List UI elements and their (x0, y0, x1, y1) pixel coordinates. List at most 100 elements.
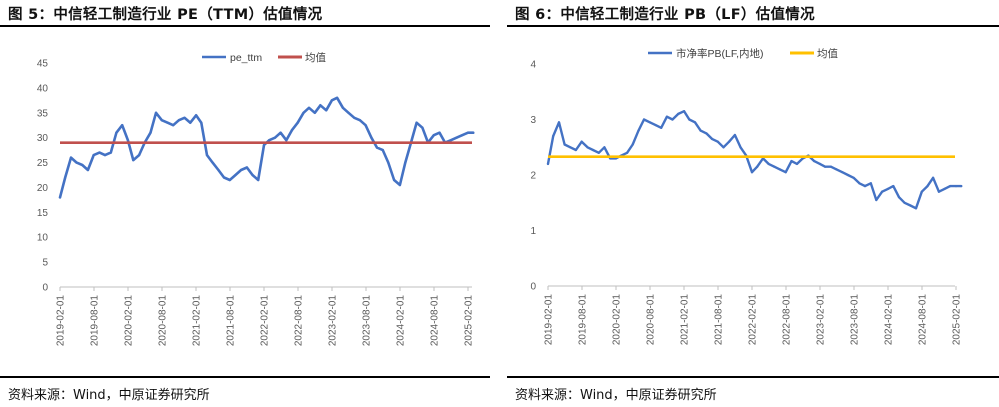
data-point (375, 146, 379, 149)
y-tick-label: 10 (37, 233, 49, 244)
data-point (597, 151, 600, 154)
data-point (557, 121, 561, 124)
data-point (307, 106, 311, 109)
data-point (313, 111, 316, 114)
data-point (330, 99, 333, 102)
data-point (897, 196, 901, 199)
data-point (404, 161, 407, 164)
data-point (381, 149, 384, 152)
data-point (466, 131, 470, 134)
data-point (115, 131, 118, 134)
data-point (688, 118, 691, 121)
data-point (722, 146, 725, 149)
data-point (217, 168, 220, 172)
data-point (665, 115, 668, 118)
x-tick-label: 2024-08-01 (918, 294, 929, 346)
data-point (154, 111, 158, 114)
data-point (205, 154, 209, 157)
y-tick-label: 0 (530, 282, 536, 293)
y-tick-label: 35 (37, 108, 49, 119)
data-point (160, 119, 163, 122)
pe-chart-title: 图 5：中信轻工制造行业 PE（TTM）估值情况 (8, 7, 323, 23)
data-point (273, 136, 277, 139)
data-point (438, 131, 441, 134)
x-tick-label: 2025-02-01 (464, 295, 475, 347)
data-point (279, 131, 282, 134)
pb-chart-panel: 图 6：中信轻工制造行业 PB（LF）估值情况 0 1 2 3 4 2019-02-01 2… (507, 0, 999, 407)
data-point (222, 176, 226, 179)
data-point (296, 121, 299, 124)
source-note: 资料来源：Wind，中原证券研究所 (515, 388, 717, 403)
pb-chart-title: 图 6：中信轻工制造行业 PB（LF）估值情况 (515, 7, 815, 23)
data-point (455, 136, 458, 139)
x-tick-label: 2025-02-01 (952, 294, 963, 346)
data-point (580, 140, 583, 143)
data-point (654, 124, 657, 127)
data-point (302, 111, 305, 114)
y-tick-label: 1 (530, 226, 536, 237)
y-tick-label: 15 (37, 208, 49, 219)
data-point (290, 129, 293, 132)
data-point (183, 116, 186, 119)
data-point (472, 131, 475, 134)
data-point (869, 182, 872, 185)
data-point (846, 173, 849, 177)
y-tick-label: 25 (37, 158, 49, 169)
data-point (234, 173, 237, 177)
x-tick-label: 2019-02-01 (56, 295, 67, 347)
y-tick-label: 4 (530, 60, 536, 71)
data-point (449, 139, 452, 142)
data-point (954, 185, 958, 188)
title-rule (0, 25, 490, 27)
data-point (949, 185, 952, 188)
data-point (109, 151, 112, 154)
data-point (121, 124, 124, 127)
data-point (189, 121, 192, 124)
data-point (660, 126, 663, 129)
data-point (733, 133, 736, 137)
pb-chart: 0 1 2 3 4 2019-02-01 2019-08-01 2020-02-01 2020-… (530, 47, 963, 346)
data-point (103, 154, 107, 157)
data-point (790, 160, 793, 163)
y-tick-label: 45 (37, 59, 49, 70)
data-point (98, 151, 101, 154)
data-point (710, 137, 714, 140)
data-point (886, 187, 889, 190)
data-point (937, 190, 940, 193)
data-point (642, 118, 646, 121)
data-point (257, 178, 260, 182)
data-point (285, 139, 288, 142)
data-point (569, 146, 572, 149)
x-tick-label: 2021-02-01 (192, 295, 203, 347)
x-tick-label: 2021-02-01 (680, 294, 691, 346)
y-tick-label: 40 (37, 83, 49, 94)
data-point (637, 129, 640, 132)
title-rule (507, 25, 999, 27)
data-point (767, 162, 770, 165)
data-point (784, 171, 787, 174)
data-point (835, 168, 838, 171)
x-tick-label: 2023-02-01 (328, 295, 339, 347)
data-point (574, 148, 577, 152)
y-tick-label: 2 (530, 171, 536, 182)
data-point (358, 119, 361, 122)
y-tick-label: 5 (42, 258, 48, 269)
x-tick-label: 2024-02-01 (396, 295, 407, 347)
legend-label: pe_ttm (230, 52, 262, 64)
data-point (200, 121, 203, 124)
data-point (909, 204, 912, 207)
x-tick-label: 2020-08-01 (646, 294, 657, 346)
data-point (245, 166, 248, 169)
data-point (626, 151, 629, 154)
x-tick-label: 2020-02-01 (124, 295, 135, 347)
y-tick-label: 0 (42, 283, 48, 294)
data-point (914, 207, 918, 210)
data-point (818, 162, 821, 165)
data-point (126, 139, 129, 142)
data-point (795, 162, 799, 165)
data-point (926, 185, 929, 188)
data-point (461, 134, 464, 137)
data-point (699, 129, 702, 132)
x-tick-label: 2023-02-01 (816, 294, 827, 346)
data-point (262, 144, 266, 147)
